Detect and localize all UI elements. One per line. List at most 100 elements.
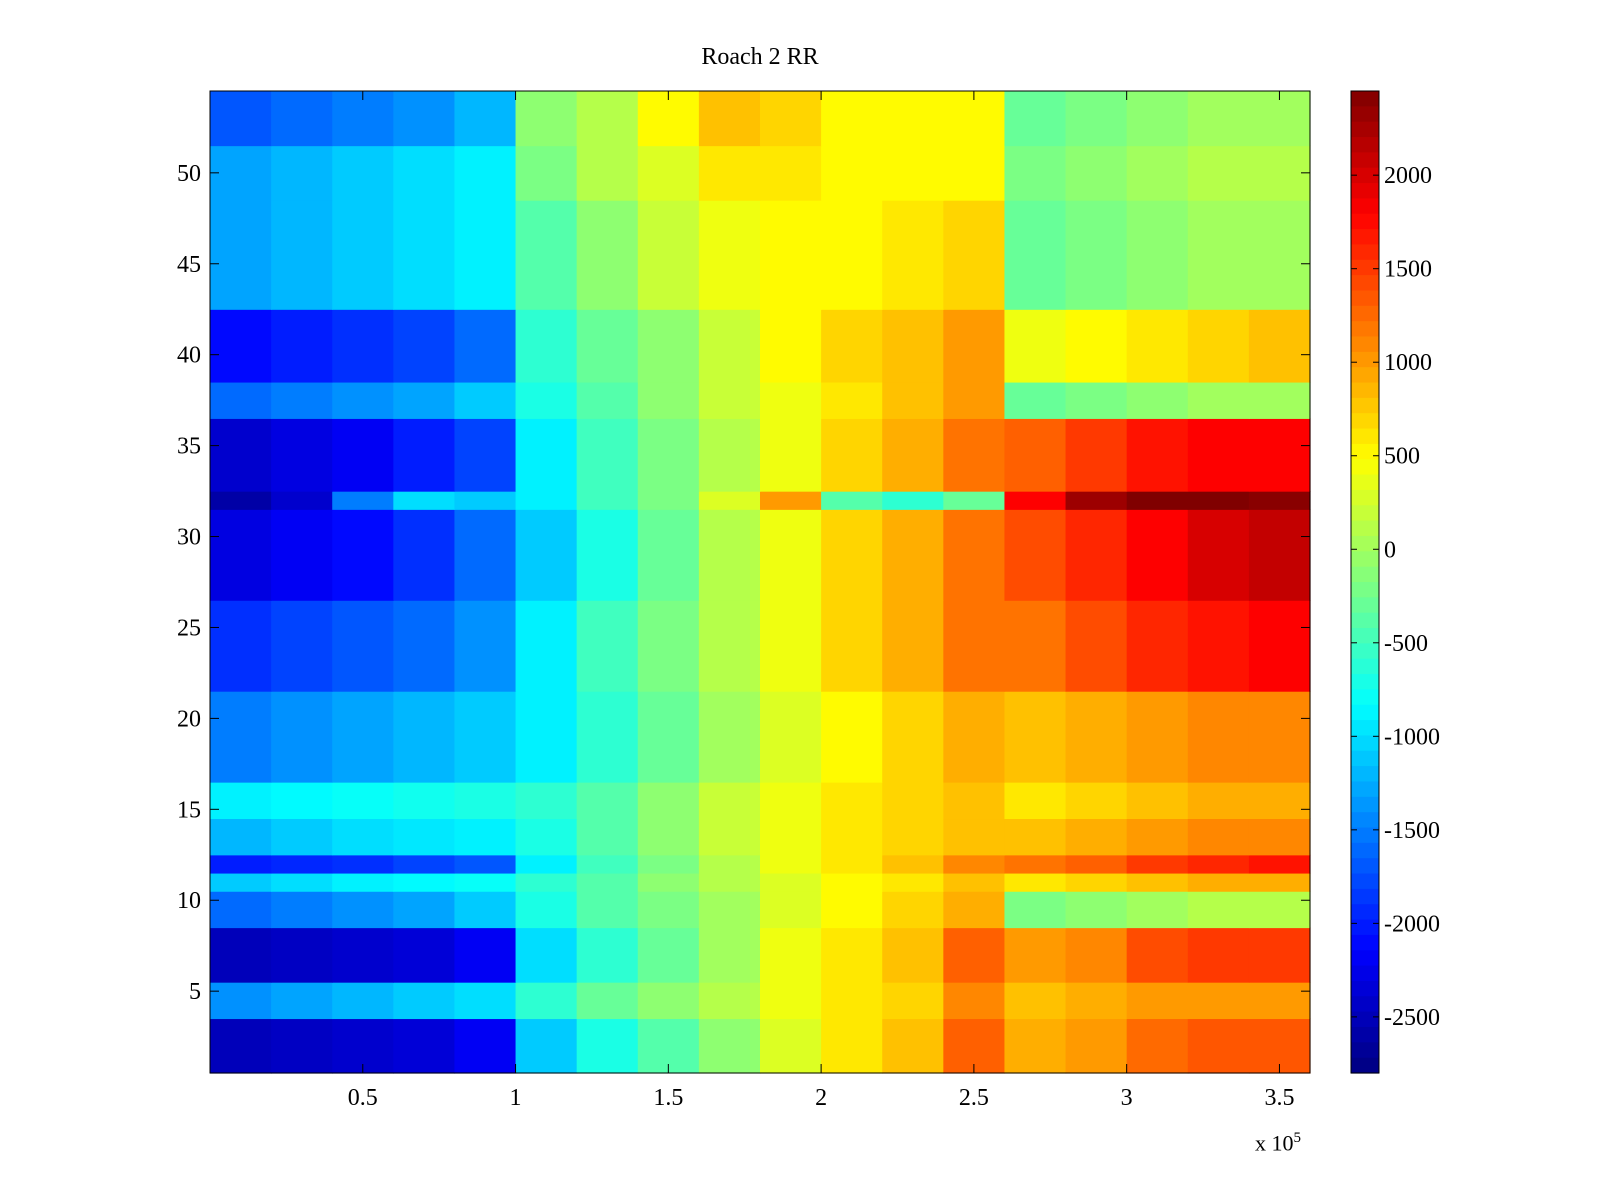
heatmap-cell-row13-col14 [1065, 818, 1128, 856]
heatmap-cell-row15-col7 [637, 782, 700, 820]
heatmap-cell-row1-col1 [271, 1018, 333, 1074]
colorbar-swatch [1351, 382, 1379, 399]
heatmap-cell-row22-col12 [943, 600, 1006, 692]
heatmap-cell-row12-col3 [393, 854, 456, 874]
colorbar-swatch [1351, 735, 1379, 752]
heatmap-cell-row6-col1 [271, 927, 333, 983]
heatmap-cell-row4-col1 [271, 982, 333, 1020]
colorbar-tick-label: -1500 [1384, 818, 1440, 844]
heatmap-cell-row6-col16 [1187, 927, 1250, 983]
colorbar-swatch [1351, 658, 1379, 675]
heatmap-cell-row33-col8 [698, 418, 761, 492]
heatmap-cell-row33-col7 [637, 418, 700, 492]
heatmap-cell-row12-col14 [1065, 854, 1128, 874]
colorbar-swatch [1351, 1026, 1379, 1043]
heatmap-cell-row15-col10 [821, 782, 883, 820]
heatmap-cell-row39-col9 [760, 309, 822, 383]
heatmap-cell-row6-col12 [943, 927, 1006, 983]
colorbar-swatch [1351, 965, 1379, 982]
heatmap-cell-row49-col2 [332, 145, 394, 201]
colorbar-swatch [1351, 259, 1379, 276]
heatmap-cell-row52-col10 [821, 91, 883, 147]
heatmap-cell-row15-col6 [576, 782, 639, 820]
heatmap-cell-row52-col0 [210, 91, 272, 147]
heatmap-cell-row12-col7 [637, 854, 700, 874]
heatmap-cell-row27-col4 [454, 509, 517, 601]
heatmap-cell-row17-col6 [576, 691, 639, 783]
heatmap-cell-row43-col16 [1187, 200, 1250, 310]
heatmap-cell-row12-col8 [698, 854, 761, 874]
y-tick-label: 50 [177, 161, 201, 187]
heatmap-cell-row52-col13 [1004, 91, 1067, 147]
heatmap-cell-row49-col8 [698, 145, 761, 201]
heatmap-cell-row13-col12 [943, 818, 1006, 856]
heatmap-cell-row4-col5 [515, 982, 578, 1020]
heatmap-cell-row49-col14 [1065, 145, 1128, 201]
heatmap-cell-row49-col5 [515, 145, 578, 201]
heatmap-cell-row27-col2 [332, 509, 394, 601]
y-tick-label: 35 [177, 434, 201, 460]
heatmap-cell-row33-col0 [210, 418, 272, 492]
heatmap-cell-row33-col17 [1248, 418, 1311, 492]
heatmap-cell-row4-col7 [637, 982, 700, 1020]
heatmap-cell-row49-col10 [821, 145, 883, 201]
heatmap-cell-row27-col8 [698, 509, 761, 601]
heatmap-cell-row27-col14 [1065, 509, 1128, 601]
heatmap-cell-row43-col3 [393, 200, 456, 310]
heatmap-cells [210, 91, 1311, 1074]
colorbar-swatch [1351, 566, 1379, 583]
heatmap-cell-row13-col4 [454, 818, 517, 856]
x-tick-label: 3 [1121, 1085, 1133, 1111]
colorbar-swatch [1351, 351, 1379, 368]
heatmap-cell-row37-col5 [515, 381, 578, 419]
heatmap-cell-row39-col2 [332, 309, 394, 383]
colorbar-swatch [1351, 459, 1379, 476]
heatmap-cell-row11-col7 [637, 872, 700, 892]
heatmap-cell-row15-col13 [1004, 782, 1067, 820]
heatmap-cell-row39-col3 [393, 309, 456, 383]
colorbar-swatch [1351, 582, 1379, 598]
heatmap-cell-row17-col2 [332, 691, 394, 783]
heatmap-cell-row4-col10 [821, 982, 883, 1020]
heatmap-cell-row39-col11 [882, 309, 944, 383]
colorbar-swatch [1351, 950, 1379, 967]
heatmap-cell-row1-col5 [515, 1018, 578, 1074]
heatmap-cell-row49-col9 [760, 145, 822, 201]
colorbar-swatch [1351, 336, 1379, 353]
heatmap-cell-row32-col8 [698, 491, 761, 510]
colorbar-swatch [1351, 842, 1379, 859]
heatmap-cell-row39-col6 [576, 309, 639, 383]
heatmap-cell-row22-col6 [576, 600, 639, 692]
heatmap-cell-row11-col3 [393, 872, 456, 892]
heatmap-cell-row49-col13 [1004, 145, 1067, 201]
colorbar-swatch [1351, 505, 1379, 522]
y-axis: 5 10 15 20 25 30 35 40 45 50 [177, 161, 1310, 1005]
colorbar-swatch [1351, 367, 1379, 384]
heatmap-cell-row43-col2 [332, 200, 394, 310]
heatmap-cell-row32-col4 [454, 491, 517, 510]
heatmap-cell-row12-col11 [882, 854, 944, 874]
heatmap-cell-row4-col0 [210, 982, 272, 1020]
heatmap-cell-row32-col17 [1248, 491, 1311, 510]
heatmap-cell-row32-col0 [210, 491, 272, 510]
heatmap-cell-row11-col6 [576, 872, 639, 892]
colorbar-tick-label: 0 [1384, 537, 1396, 563]
heatmap-cell-row17-col13 [1004, 691, 1067, 783]
heatmap-cell-row9-col12 [943, 891, 1006, 929]
heatmap-cell-row13-col5 [515, 818, 578, 856]
colorbar-tick-label: 1500 [1384, 257, 1432, 283]
colorbar-swatch [1351, 643, 1379, 660]
heatmap-cell-row49-col0 [210, 145, 272, 201]
heatmap-cell-row12-col15 [1126, 854, 1189, 874]
heatmap-cell-row52-col16 [1187, 91, 1250, 147]
heatmap-cell-row9-col7 [637, 891, 700, 929]
heatmap-cell-row15-col8 [698, 782, 761, 820]
heatmap-cell-row37-col7 [637, 381, 700, 419]
heatmap-cell-row17-col17 [1248, 691, 1311, 783]
heatmap-cell-row27-col6 [576, 509, 639, 601]
heatmap-cell-row17-col14 [1065, 691, 1128, 783]
heatmap-cell-row13-col17 [1248, 818, 1311, 856]
heatmap-cell-row49-col16 [1187, 145, 1250, 201]
heatmap-cell-row9-col14 [1065, 891, 1128, 929]
colorbar-swatch [1351, 934, 1379, 951]
